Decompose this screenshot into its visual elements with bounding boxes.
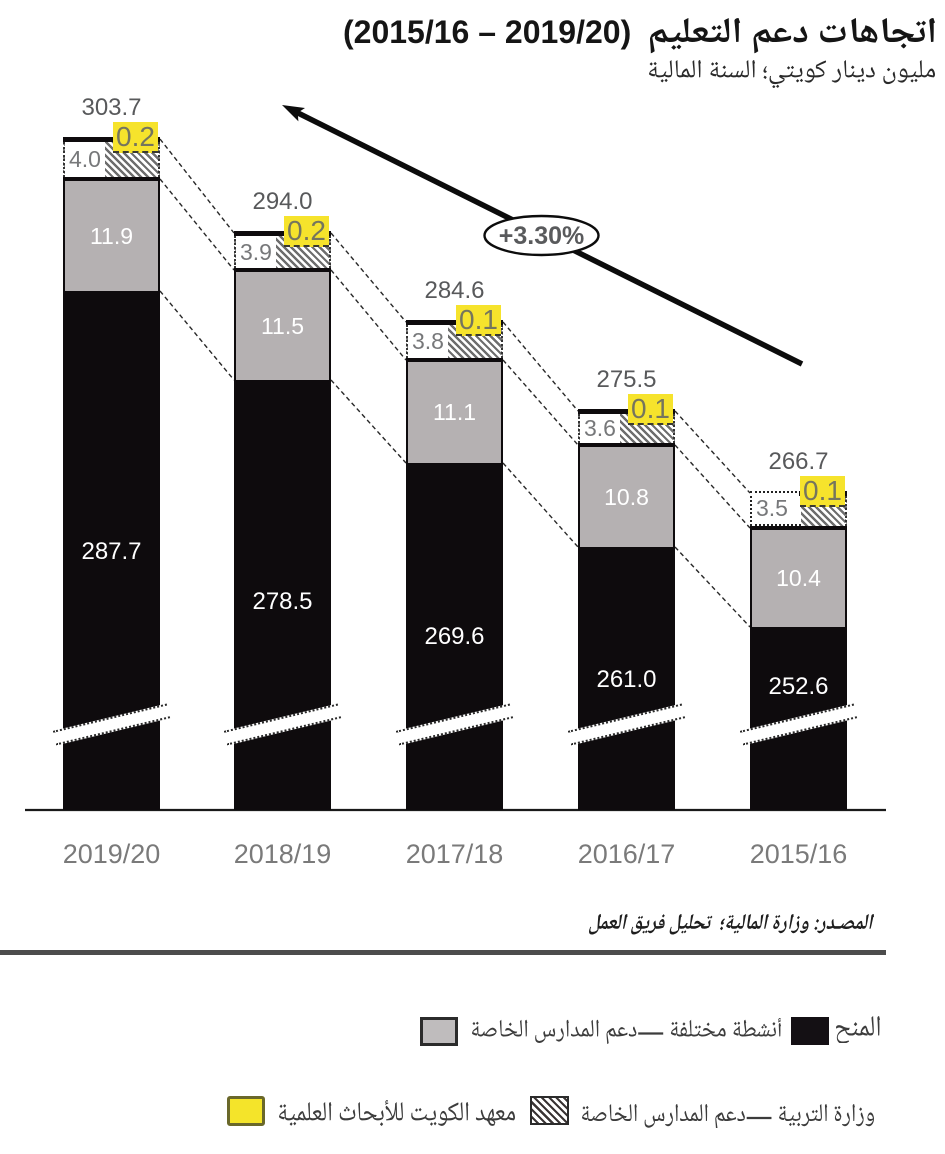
svg-text:+3.30%: +3.30% (499, 222, 585, 250)
